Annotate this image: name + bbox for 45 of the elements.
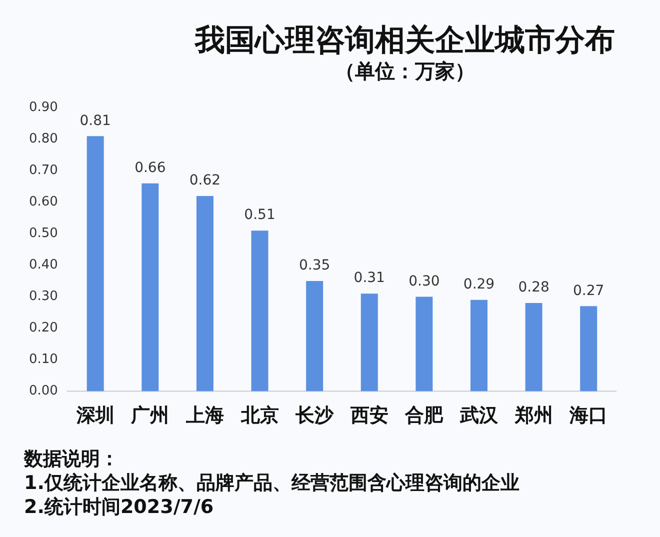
y-tick-label: 0.10 (28, 352, 58, 368)
bar (86, 136, 104, 392)
bar (416, 296, 433, 392)
y-tick-label: 0.40 (28, 258, 58, 273)
y-tick-label: 0.80 (28, 132, 58, 147)
text: 2.统计时间2023/7/6 (24, 495, 215, 519)
x-tick-label: 北京 (240, 404, 279, 427)
bar (470, 300, 488, 392)
x-tick-label: 广州 (130, 404, 170, 427)
x-tick-label: 西安 (349, 404, 388, 427)
x-tick-label: 长沙 (294, 404, 335, 427)
bar (525, 303, 542, 392)
x-tick-label: 上海 (184, 404, 224, 427)
bar (580, 306, 598, 392)
text: 1.仅统计企业名称、品牌产品、经营范围含心理咨询的企业 (24, 471, 520, 495)
data-label: 0.31 (354, 270, 385, 286)
data-label: 0.66 (134, 160, 166, 176)
y-tick-label: 0.50 (28, 226, 58, 242)
data-label: 0.28 (518, 280, 550, 296)
data-label: 0.35 (298, 258, 330, 274)
bar (196, 196, 214, 392)
y-tick-label: 0.70 (28, 163, 58, 178)
chart-subtitle: （单位：万家） (334, 58, 476, 85)
x-tick-label: 合肥 (404, 404, 444, 427)
bar (142, 183, 159, 392)
text: 数据说明： (24, 447, 120, 471)
bar (251, 230, 268, 392)
bar (360, 294, 378, 392)
x-tick-label: 海口 (568, 404, 608, 427)
data-label: 0.29 (463, 276, 495, 293)
data-label: 0.62 (189, 172, 221, 189)
bar (306, 280, 324, 392)
x-tick-label: 深圳 (75, 404, 114, 427)
data-label: 0.81 (80, 112, 111, 129)
data-label: 0.27 (573, 282, 604, 299)
data-label: 0.30 (408, 273, 440, 290)
x-tick-label: 郑州 (514, 404, 553, 427)
data-label: 0.51 (244, 207, 276, 224)
y-tick-label: 0.00 (28, 384, 58, 399)
y-tick-label: 0.30 (28, 289, 58, 304)
y-tick-label: 0.60 (28, 194, 58, 210)
x-tick-label: 武汉 (458, 404, 499, 427)
y-tick-label: 0.20 (28, 320, 58, 336)
chart-title: 我国心理咨询相关企业城市分布 (195, 23, 615, 58)
y-tick-label: 0.90 (28, 100, 58, 116)
